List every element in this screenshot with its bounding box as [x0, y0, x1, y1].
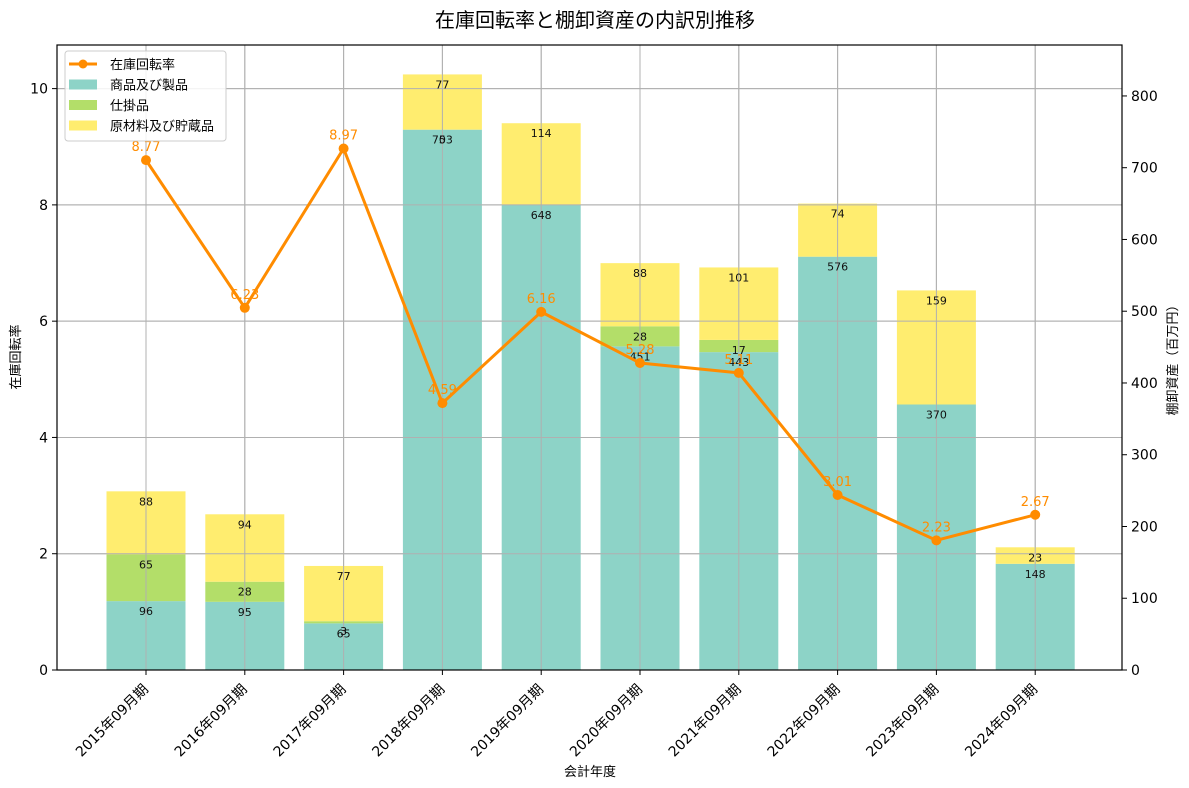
bar-value-label: 95 [238, 606, 252, 619]
legend-label: 原材料及び貯蔵品 [110, 120, 214, 135]
legend-marker-icon [78, 59, 88, 69]
y2-tick-label: 400 [1131, 376, 1158, 392]
legend-patch-icon [69, 79, 97, 90]
y2-tick-label: 100 [1131, 591, 1158, 607]
y-tick-label: 0 [39, 663, 48, 679]
y2-tick-label: 200 [1131, 519, 1158, 535]
y2-tick-label: 600 [1131, 232, 1158, 248]
turnover-value-label: 2.67 [1021, 495, 1050, 510]
bar-value-label: 77 [435, 78, 449, 91]
bar-value-label: 101 [728, 271, 749, 284]
turnover-value-label: 6.16 [527, 292, 556, 307]
bar-value-label: 370 [926, 409, 947, 422]
legend-label: 在庫回転率 [110, 57, 175, 73]
bar-value-label: 148 [1025, 568, 1046, 581]
turnover-value-label: 3.01 [823, 475, 852, 490]
turnover-polyline [144, 146, 1036, 542]
bar-value-label: 65 [337, 627, 351, 640]
x-tick-label: 2022年09月期 [765, 682, 844, 761]
x-tick-label: 2019年09月期 [468, 682, 547, 761]
turnover-line: 8.77 6.23 8.97 4.59 6.16 5.28 5.11 3.01 2.23 2.67 [132, 128, 1050, 546]
ticks: 024681001002003004005006007008002015年09月… [30, 82, 1158, 761]
bar-value-label: 74 [831, 208, 845, 221]
plot-frame [56, 44, 1123, 671]
y-tick-label: 4 [39, 430, 48, 446]
turnover-value-label: 8.77 [132, 140, 161, 155]
turnover-marker [931, 535, 942, 546]
turnover-marker [536, 306, 547, 317]
legend-label: 商品及び製品 [110, 79, 188, 94]
turnover-marker [635, 358, 645, 369]
turnover-marker [437, 398, 448, 409]
bar-value-label: 0 [439, 134, 446, 147]
bar-value-label: 159 [926, 294, 947, 307]
turnover-marker [832, 490, 843, 500]
bar-value-label: 65 [139, 558, 153, 571]
y-axis-title-right: 棚卸資産（百万円） [1165, 298, 1181, 415]
turnover-value-label: 5.28 [626, 343, 655, 358]
y-tick-label: 10 [30, 82, 48, 98]
turnover-value-label: 2.23 [922, 520, 951, 535]
bar-value-label: 114 [531, 127, 552, 140]
bar-value-label: 753 [432, 134, 453, 147]
chart-title: 在庫回転率と棚卸資産の内訳別推移 [435, 8, 755, 32]
x-tick-label: 2024年09月期 [962, 682, 1041, 761]
legend-patch-icon [69, 100, 97, 110]
turnover-value-label: 6.23 [230, 288, 259, 303]
turnover-marker [1030, 509, 1041, 520]
y-tick-label: 2 [39, 547, 48, 563]
bar-value-label: 88 [633, 267, 647, 280]
turnover-value-label: 5.11 [724, 353, 753, 368]
y2-tick-label: 300 [1131, 448, 1158, 464]
bar-value-label: 3 [340, 625, 347, 638]
bar-value-label: 94 [238, 518, 252, 531]
bar-value-label: 17 [732, 344, 746, 357]
x-tick-label: 2018年09月期 [369, 682, 448, 761]
bar-value-label: 28 [633, 330, 647, 343]
bar-value-label: 443 [728, 356, 749, 369]
turnover-marker [141, 155, 151, 166]
legend-box [64, 50, 227, 142]
x-tick-label: 2015年09月期 [73, 682, 152, 761]
axes [56, 44, 1123, 671]
turnover-value-label: 4.59 [428, 383, 457, 398]
y-tick-label: 8 [39, 198, 48, 214]
bar-value-label: 28 [238, 586, 252, 599]
turnover-marker [338, 143, 349, 154]
y2-tick-label: 700 [1131, 161, 1158, 177]
y-tick-label: 6 [39, 314, 48, 330]
bar-value-label: 576 [827, 261, 848, 274]
bar-value-label: 648 [531, 209, 552, 222]
turnover-marker [733, 367, 744, 378]
legend-label: 仕掛品 [110, 99, 149, 114]
x-tick-label: 2021年09月期 [666, 682, 745, 761]
turnover-marker [239, 302, 250, 313]
x-tick-label: 2017年09月期 [271, 682, 350, 761]
bar-value-label: 23 [1028, 551, 1042, 564]
legend-patch-icon [69, 120, 97, 131]
turnover-value-label: 8.97 [329, 128, 358, 143]
x-axis-title: 会計年度 [564, 764, 616, 780]
x-tick-label: 2016年09月期 [172, 682, 251, 761]
bar-value-label: 96 [139, 605, 153, 618]
stacked-bars: 9665889528946537775307764811445128884431… [57, 45, 1122, 671]
y2-tick-label: 800 [1131, 89, 1158, 105]
y2-tick-label: 0 [1131, 663, 1140, 679]
x-tick-label: 2023年09月期 [863, 682, 942, 761]
bar-value-label: 77 [337, 570, 351, 583]
bar-value-label: 88 [139, 495, 153, 508]
y-axis-title-left: 在庫回転率 [8, 324, 24, 389]
y2-tick-label: 500 [1131, 304, 1158, 320]
x-tick-label: 2020年09月期 [567, 682, 646, 761]
